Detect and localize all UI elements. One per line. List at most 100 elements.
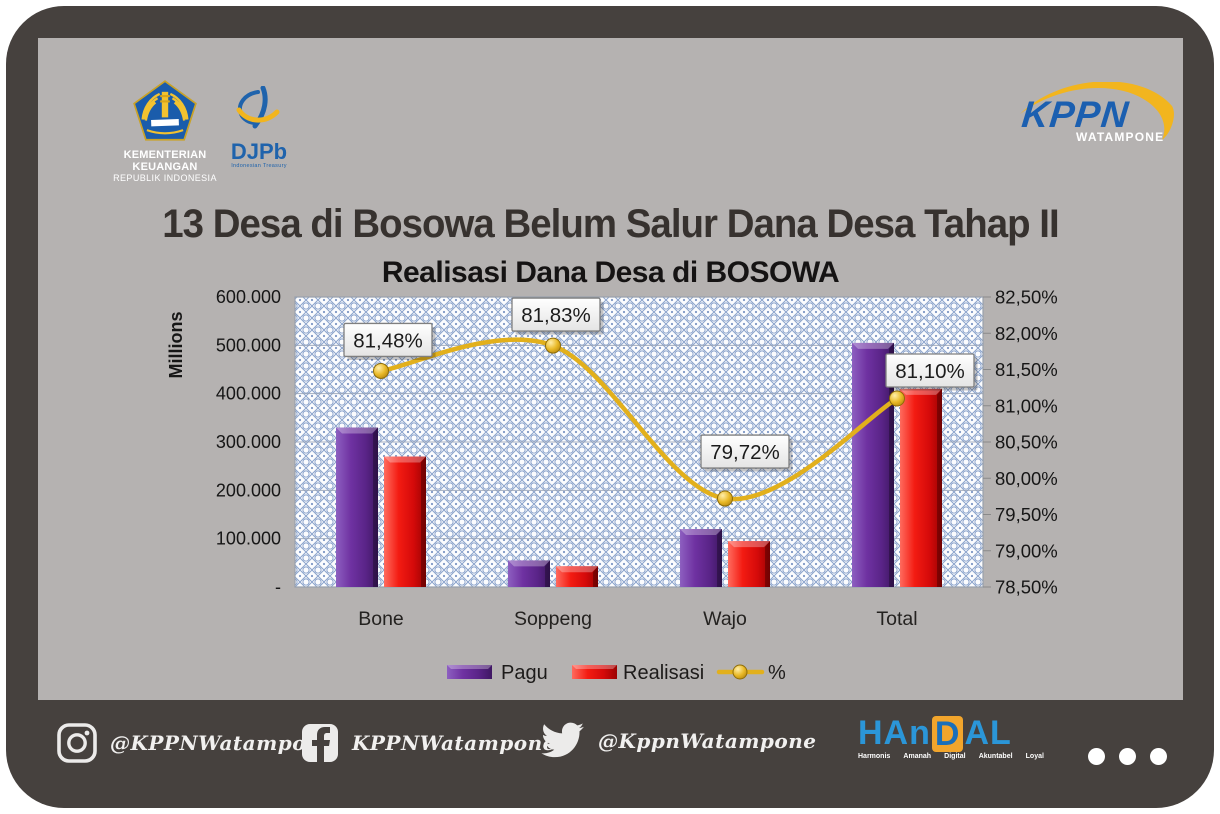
facebook-handle: KPPNWatampone	[352, 731, 556, 755]
dot	[1088, 748, 1105, 765]
data-label-box	[511, 297, 601, 332]
bar-realisasi-soppeng-bevel-top	[556, 566, 598, 573]
chart-svg: 600.000 500.000 400.000 300.000 200.000 100.0…	[166, 287, 1058, 685]
dot	[1119, 748, 1136, 765]
right-axis-tick: 82,00%	[995, 323, 1058, 344]
right-axis-tick: 80,00%	[995, 468, 1058, 489]
left-axis-tick: 300.000	[216, 432, 281, 452]
percent-marker-total	[889, 390, 905, 407]
twitter-item: @KppnWatampone	[540, 722, 817, 760]
bar-pagu-total-bevel-top	[852, 342, 894, 349]
bar-pagu-soppeng-bevel-top	[508, 560, 550, 567]
data-label-text: 79,72%	[710, 441, 780, 464]
category-label-soppeng: Soppeng	[514, 608, 592, 630]
data-label-box	[700, 434, 790, 469]
right-axis-tick: 79,50%	[995, 504, 1058, 525]
bar-realisasi-soppeng	[556, 566, 598, 587]
instagram-item: @KPPNWatampone	[56, 722, 334, 764]
right-axis-tick: 82,50%	[995, 287, 1058, 308]
kemenkeu-line2: REPUBLIK INDONESIA	[113, 173, 217, 183]
percent-marker-bone	[373, 362, 389, 379]
legend-label-realisasi: Realisasi	[623, 662, 704, 684]
handal-value: Loyal	[1025, 753, 1044, 760]
right-axis-tick: 81,00%	[995, 395, 1058, 416]
data-label-bone: 81,48%	[343, 322, 436, 360]
bar-pagu-bone	[336, 427, 378, 587]
instagram-handle: @KPPNWatampone	[110, 731, 335, 755]
bar-pagu-wajo	[680, 529, 722, 587]
legend-swatch-realisasi	[572, 665, 617, 679]
category-label-wajo: Wajo	[703, 608, 747, 630]
percent-marker-wajo	[717, 490, 733, 507]
left-axis-title: Millions	[166, 312, 186, 379]
bar-realisasi-total	[900, 388, 942, 587]
legend-label-percent: %	[768, 662, 786, 684]
bar-pagu-bone-bevel-top	[336, 427, 378, 434]
handal-value: Harmonis	[858, 753, 891, 760]
bar-realisasi-wajo-bevel-top	[728, 541, 770, 548]
instagram-icon	[57, 723, 97, 763]
djpb-swirl-icon	[236, 85, 280, 129]
bar-realisasi-wajo	[728, 541, 770, 587]
data-label-text: 81,83%	[521, 304, 591, 327]
bar-realisasi-total-bevel-top	[900, 388, 942, 395]
kemenkeu-logo: KEMENTERIAN KEUANGAN REPUBLIK INDONESIA	[100, 80, 230, 183]
left-axis-tick: 400.000	[216, 384, 281, 404]
page-title: 13 Desa di Bosowa Belum Salur Dana Desa …	[162, 202, 1059, 246]
handal-values: Harmonis Amanah Digital Akuntabel Loyal	[858, 753, 1044, 760]
bar-realisasi-bone-bevel-top	[384, 456, 426, 463]
bar-pagu-soppeng-bevel-side	[545, 560, 550, 587]
right-axis-tick: 79,00%	[995, 540, 1058, 561]
ellipsis-dots	[1088, 748, 1167, 765]
right-axis-tick: 80,50%	[995, 432, 1058, 453]
bar-realisasi-wajo-bevel-side	[765, 541, 770, 587]
handal-logo: HAn D AL Harmonis Amanah Digital Akuntabel…	[858, 714, 1044, 770]
kppn-sub: WATAMPONE	[1076, 130, 1165, 144]
left-axis-tick: 500.000	[216, 335, 281, 355]
right-axis-tick: 78,50%	[995, 577, 1058, 598]
left-axis-tick: 200.000	[216, 480, 281, 500]
category-label-bone: Bone	[358, 608, 404, 630]
twitter-handle: @KppnWatampone	[598, 729, 817, 753]
bar-pagu-wajo-bevel-side	[717, 529, 722, 587]
twitter-icon	[541, 722, 584, 758]
handal-value: Amanah	[903, 753, 932, 760]
legend-swatch-realisasi-bevel	[572, 665, 617, 669]
handal-value: Digital	[944, 753, 966, 760]
handal-value: Akuntabel	[978, 753, 1013, 760]
legend-swatch-pagu	[447, 665, 492, 679]
djpb-logo: DJPb Indonesian Treasury	[224, 85, 294, 169]
bar-realisasi-total-bevel-side	[937, 388, 942, 587]
facebook-item: KPPNWatampone	[300, 722, 556, 764]
legend-marker-percent	[732, 664, 748, 680]
kppn-logo: KPPN WATAMPONE	[1016, 82, 1186, 152]
handal-part1: HAn	[858, 714, 931, 752]
percent-marker-soppeng	[545, 337, 561, 354]
data-label-text: 81,48%	[353, 329, 423, 352]
chart-title: Realisasi Dana Desa di BOSOWA	[381, 256, 840, 289]
percent-line	[378, 337, 900, 502]
bar-pagu-bone-bevel-side	[373, 427, 378, 587]
right-axis-tick: 81,50%	[995, 359, 1058, 380]
djpb-sub: Indonesian Treasury	[231, 163, 287, 169]
bar-realisasi-soppeng-bevel-side	[593, 566, 598, 587]
legend-swatch-pagu-bevel	[447, 665, 492, 669]
left-axis-tick: -	[275, 577, 281, 597]
data-label-box	[343, 322, 433, 358]
handal-word: HAn D AL	[858, 714, 1044, 752]
data-label-soppeng: 81,83%	[511, 297, 604, 335]
bar-realisasi-bone	[384, 456, 426, 587]
bar-pagu-soppeng	[508, 560, 550, 587]
bar-pagu-wajo-bevel-top	[680, 529, 722, 535]
left-axis-tick: 100.000	[216, 529, 281, 549]
data-label-total: 81,10%	[885, 353, 978, 391]
handal-part2: D	[931, 716, 964, 752]
kemenkeu-pentagon-icon	[133, 80, 197, 141]
kemenkeu-line1: KEMENTERIAN KEUANGAN	[123, 149, 207, 173]
facebook-icon	[302, 724, 338, 762]
left-axis-tick: 600.000	[216, 287, 281, 307]
handal-part3: AL	[964, 714, 1012, 752]
bar-realisasi-bone-bevel-side	[421, 456, 426, 587]
category-label-total: Total	[876, 608, 917, 630]
